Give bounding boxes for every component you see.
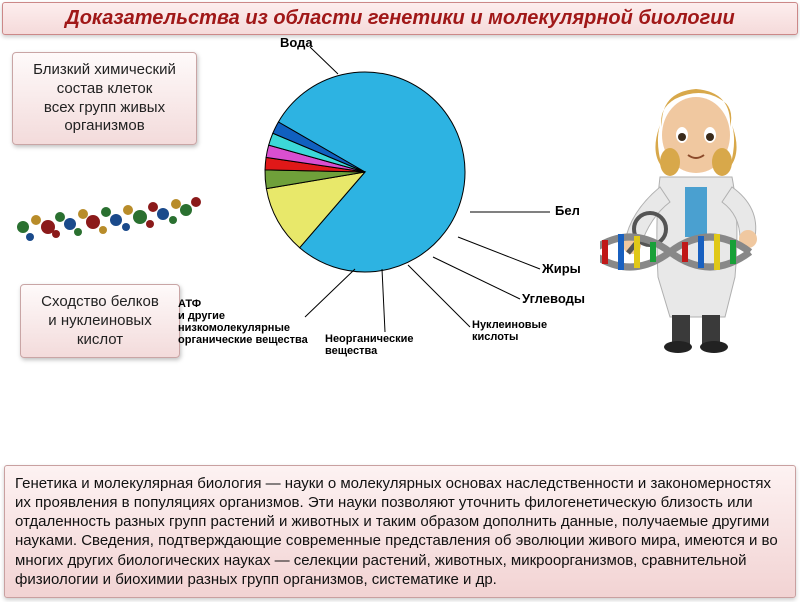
- label-carb: Углеводы: [522, 291, 585, 306]
- label-atp1: АТФ: [178, 298, 201, 310]
- label-inorg: Неорганические вещества: [325, 333, 413, 357]
- label-atp2: и другие: [178, 310, 225, 322]
- info-box-similarity: Сходство белков и нуклеиновых кислот: [20, 284, 180, 358]
- box1-line4: организмов: [19, 117, 190, 136]
- pie-chart: Вода Бел Жиры Углеводы Нуклеиновые кисло…: [210, 37, 600, 367]
- box2-line3: кислот: [27, 331, 173, 350]
- label-nucl2: кислоты: [472, 331, 518, 343]
- label-fat: Жиры: [542, 261, 581, 276]
- main-text: Генетика и молекулярная биология — науки…: [15, 475, 778, 588]
- label-atp3: низкомолекулярные: [178, 322, 290, 334]
- main-text-box: Генетика и молекулярная биология — науки…: [4, 465, 796, 598]
- label-atp: АТФ и другие низкомолекулярные органичес…: [178, 298, 308, 346]
- page-title: Доказательства из области генетики и мол…: [13, 7, 787, 30]
- box2-line1: Сходство белков: [27, 293, 173, 312]
- label-atp4: органические вещества: [178, 334, 308, 346]
- label-inorg1: Неорганические: [325, 333, 413, 345]
- box2-line2: и нуклеиновых: [27, 312, 173, 331]
- info-box-composition: Близкий химический состав клеток всех гр…: [12, 52, 197, 145]
- box1-line2: состав клеток: [19, 80, 190, 99]
- label-nucl1: Нуклеиновые: [472, 319, 547, 331]
- molecule-illustration: [8, 172, 208, 262]
- box1-line1: Близкий химический: [19, 61, 190, 80]
- label-water: Вода: [280, 35, 313, 50]
- label-bel: Бел: [555, 203, 580, 218]
- title-bar: Доказательства из области генетики и мол…: [2, 2, 798, 35]
- box1-line3: всех групп живых: [19, 99, 190, 118]
- label-inorg2: вещества: [325, 345, 377, 357]
- scientist-illustration: [600, 57, 795, 357]
- label-nucl: Нуклеиновые кислоты: [472, 319, 547, 343]
